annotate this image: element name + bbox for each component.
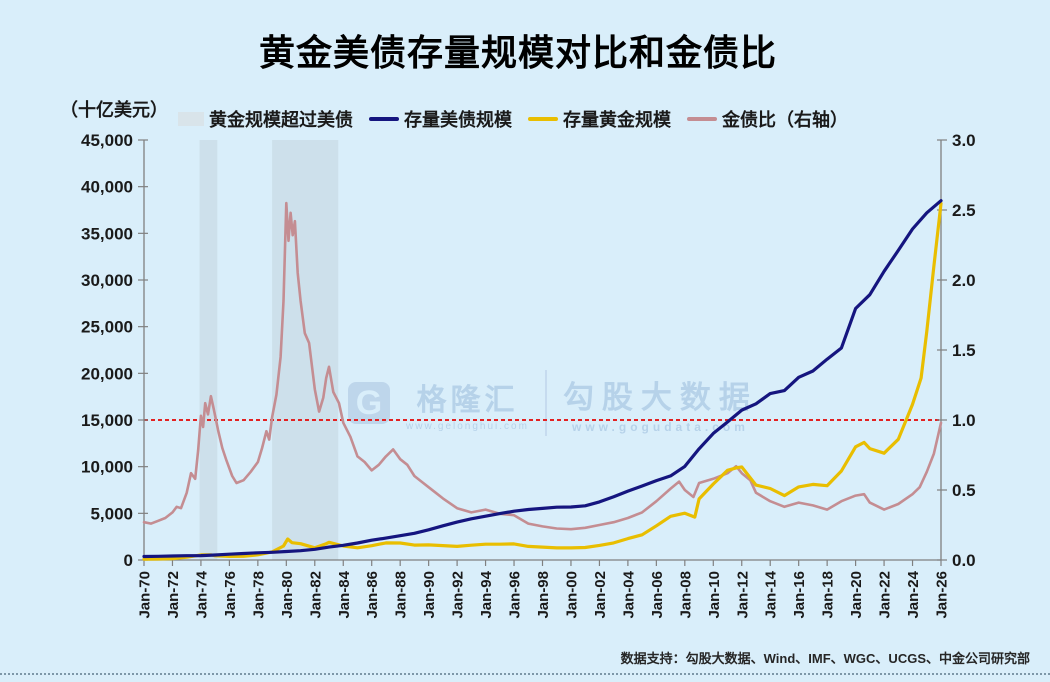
y-axis-unit-label: （十亿美元） — [60, 100, 168, 120]
y-left-tick-label: 15,000 — [81, 411, 133, 430]
y-left-tick-label: 45,000 — [81, 131, 133, 150]
chart-legend: 黄金规模超过美债 存量美债规模 存量黄金规模 金债比（右轴） — [178, 106, 848, 132]
x-tick-label: Jan-02 — [592, 571, 609, 619]
x-tick-label: Jan-82 — [307, 571, 324, 619]
legend-item-gold-exceeds-debt: 黄金规模超过美债 — [178, 106, 353, 132]
x-tick-label: Jan-22 — [877, 571, 894, 619]
x-tick-label: Jan-24 — [905, 570, 922, 618]
y-left-tick-label: 25,000 — [81, 318, 133, 337]
legend-label: 存量黄金规模 — [563, 110, 671, 130]
y-left-tick-label: 30,000 — [81, 271, 133, 290]
x-tick-label: Jan-72 — [165, 571, 182, 619]
watermark-divider — [544, 370, 547, 436]
watermark-site-name: 勾股大数据 — [562, 380, 758, 415]
series-金债比（右轴） — [142, 201, 943, 531]
y-right-tick-label: 1.5 — [952, 341, 976, 360]
y-left-tick-label: 10,000 — [81, 458, 133, 477]
legend-label: 金债比（右轴） — [722, 110, 848, 130]
y-left-tick-label: 40,000 — [81, 178, 133, 197]
watermark-brand-url: www.gelonghui.com — [406, 420, 529, 432]
x-tick-label: Jan-04 — [620, 570, 637, 618]
shaded-band-swatch — [178, 112, 204, 126]
debt-line-swatch — [369, 117, 399, 121]
x-tick-label: Jan-76 — [222, 571, 239, 619]
series-存量黄金规模 — [142, 201, 943, 561]
x-tick-label: Jan-18 — [820, 571, 837, 619]
x-tick-label: Jan-94 — [478, 570, 495, 618]
x-tick-label: Jan-14 — [763, 570, 780, 618]
watermark-brand: 格隆汇 — [416, 383, 519, 417]
x-tick-label: Jan-84 — [336, 570, 353, 618]
x-tick-label: Jan-20 — [848, 571, 865, 619]
legend-item-gold-debt-ratio: 金债比（右轴） — [687, 106, 848, 132]
watermark: G 格隆汇 www.gelonghui.com 勾股大数据 www.goguda… — [348, 370, 758, 436]
x-tick-label: Jan-06 — [649, 571, 666, 619]
x-tick-label: Jan-12 — [734, 571, 751, 619]
x-tick-label: Jan-16 — [791, 571, 808, 619]
x-tick-label: Jan-70 — [137, 571, 154, 619]
watermark-site-url: www.gogudata.com — [571, 420, 749, 434]
x-tick-label: Jan-86 — [364, 571, 381, 619]
x-tick-label: Jan-00 — [563, 571, 580, 619]
x-tick-label: Jan-78 — [250, 571, 267, 619]
x-tick-label: Jan-10 — [706, 571, 723, 619]
legend-item-gold-stock: 存量黄金规模 — [528, 106, 671, 132]
shaded-region — [199, 140, 218, 560]
y-left-tick-label: 35,000 — [81, 224, 133, 243]
x-tick-label: Jan-80 — [279, 571, 296, 619]
x-tick-label: Jan-90 — [421, 571, 438, 619]
legend-item-us-debt: 存量美债规模 — [369, 106, 512, 132]
shaded-region — [272, 140, 339, 560]
legend-label: 黄金规模超过美债 — [209, 110, 353, 130]
gelonghui-logo-icon: G — [348, 382, 390, 424]
y-right-tick-label: 1.0 — [952, 411, 976, 430]
x-tick-label: Jan-08 — [677, 571, 694, 619]
gold-line-swatch — [528, 117, 558, 121]
legend-label: 存量美债规模 — [404, 110, 512, 130]
x-tick-label: Jan-26 — [934, 571, 951, 619]
series-存量美债规模 — [142, 199, 943, 559]
y-right-tick-label: 2.5 — [952, 201, 976, 220]
ratio-line-swatch — [687, 117, 717, 121]
bottom-separator — [0, 673, 1050, 675]
x-tick-label: Jan-74 — [193, 570, 210, 618]
y-left-tick-label: 20,000 — [81, 364, 133, 383]
watermark-site-block: 勾股大数据 www.gogudata.com — [563, 372, 758, 434]
x-tick-label: Jan-88 — [393, 571, 410, 619]
x-tick-label: Jan-98 — [535, 571, 552, 619]
y-right-tick-label: 2.0 — [952, 271, 976, 290]
x-tick-label: Jan-92 — [450, 571, 467, 619]
watermark-brand-block: 格隆汇 www.gelonghui.com — [406, 375, 529, 432]
y-right-tick-label: 0.5 — [952, 481, 976, 500]
y-right-tick-label: 3.0 — [952, 131, 976, 150]
y-left-tick-label: 0 — [124, 551, 133, 570]
page-title: 黄金美债存量规模对比和金债比 — [258, 32, 778, 73]
x-tick-label: Jan-96 — [507, 571, 524, 619]
y-right-tick-label: 0.0 — [952, 551, 976, 570]
y-left-tick-label: 5,000 — [90, 504, 133, 523]
data-source-note: 数据支持：勾股大数据、Wind、IMF、WGC、UCGS、中金公司研究部 — [620, 651, 1030, 666]
